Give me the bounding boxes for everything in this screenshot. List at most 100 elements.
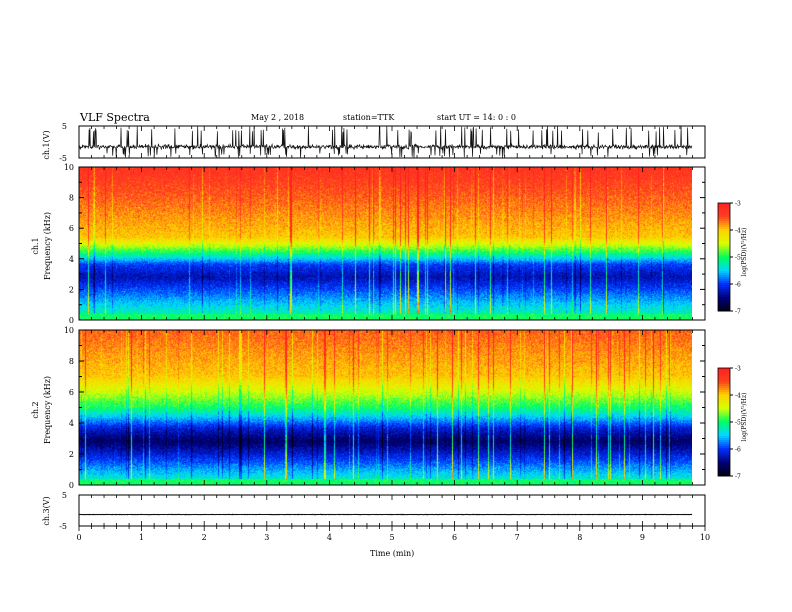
colorbar-cell-2-8 bbox=[718, 384, 730, 387]
colorbar-cell-1-47 bbox=[718, 297, 730, 300]
colorbar-cell-2-27 bbox=[718, 422, 730, 425]
ch1-spectrogram-ylabel: ch.1 Frequency (kHz) bbox=[30, 196, 54, 296]
colorbar-cell-1-27 bbox=[718, 257, 730, 260]
colorbar-cell-1-5 bbox=[718, 213, 730, 216]
colorbar-cell-2-36 bbox=[718, 440, 730, 443]
colorbar-cell-1-32 bbox=[718, 267, 730, 270]
colorbar-tick-label-1-2: -5 bbox=[735, 255, 741, 262]
xtick-label-5: 5 bbox=[389, 533, 394, 542]
colorbar-cell-2-19 bbox=[718, 406, 730, 409]
colorbar-cell-1-36 bbox=[718, 275, 730, 278]
colorbar-cell-2-9 bbox=[718, 386, 730, 389]
colorbar-cell-1-6 bbox=[718, 215, 730, 218]
colorbar-cell-1-12 bbox=[718, 227, 730, 230]
xtick-label-1: 1 bbox=[139, 533, 144, 542]
colorbar-cell-2-10 bbox=[718, 388, 730, 391]
ch1-ylabel-line1: ch.1 bbox=[31, 237, 40, 255]
ytick-label-2-5: 10 bbox=[64, 326, 74, 335]
xtick-label-2: 2 bbox=[202, 533, 207, 542]
colorbar-cell-1-22 bbox=[718, 247, 730, 250]
xtick-label-0: 0 bbox=[76, 533, 81, 542]
colorbar-cell-1-13 bbox=[718, 229, 730, 232]
colorbar-cell-2-11 bbox=[718, 390, 730, 393]
xtick-label-6: 6 bbox=[452, 533, 457, 542]
ch3-waveform-panel: 5 -5 bbox=[59, 491, 706, 531]
ch2-ylabel-line1: ch.2 bbox=[31, 401, 40, 419]
colorbar-cell-2-4 bbox=[718, 376, 730, 379]
colorbar-cell-2-41 bbox=[718, 450, 730, 453]
spectrogram-image-1 bbox=[79, 167, 692, 320]
colorbar-cell-1-4 bbox=[718, 211, 730, 214]
colorbar-cell-2-17 bbox=[718, 402, 730, 405]
colorbar-cell-1-40 bbox=[718, 283, 730, 286]
colorbar-cell-2-29 bbox=[718, 426, 730, 429]
colorbar-cell-2-38 bbox=[718, 444, 730, 447]
colorbar-cell-2-20 bbox=[718, 408, 730, 411]
colorbar-cell-1-3 bbox=[718, 209, 730, 212]
colorbar-cell-1-24 bbox=[718, 251, 730, 254]
colorbar-cell-1-8 bbox=[718, 219, 730, 222]
colorbar-cell-2-18 bbox=[718, 404, 730, 407]
colorbar-tick-label-1-4: -7 bbox=[735, 309, 741, 316]
colorbar-cell-1-34 bbox=[718, 271, 730, 274]
ch2-spectrogram-ylabel: ch.2 Frequency (kHz) bbox=[30, 360, 54, 460]
colorbar-cell-1-53 bbox=[718, 309, 730, 312]
colorbar-cell-2-15 bbox=[718, 398, 730, 401]
colorbar-cell-2-5 bbox=[718, 378, 730, 381]
xtick-label-9: 9 bbox=[640, 533, 645, 542]
colorbar-cell-2-49 bbox=[718, 466, 730, 469]
colorbar-cell-1-2 bbox=[718, 207, 730, 210]
colorbar-cell-2-52 bbox=[718, 472, 730, 475]
station-label: station=TTK bbox=[343, 113, 395, 122]
colorbar-cell-1-42 bbox=[718, 287, 730, 290]
colorbar-cell-1-19 bbox=[718, 241, 730, 244]
colorbar-cell-2-39 bbox=[718, 446, 730, 449]
waveform-trace-1 bbox=[78, 125, 693, 158]
colorbar-cell-2-45 bbox=[718, 458, 730, 461]
ytick-label-2-2: 4 bbox=[69, 419, 74, 428]
ch2-ylabel-line2: Frequency (kHz) bbox=[43, 375, 52, 445]
colorbar-cell-1-23 bbox=[718, 249, 730, 252]
ytick-label-2-1: 2 bbox=[69, 450, 74, 459]
colorbar-cell-1-49 bbox=[718, 301, 730, 304]
ch2-colorbar-label: log(PSD)(V²/Hz) bbox=[741, 392, 748, 442]
colorbar-cell-2-3 bbox=[718, 374, 730, 377]
colorbar-cell-1-7 bbox=[718, 217, 730, 220]
colorbar-cell-2-25 bbox=[718, 418, 730, 421]
colorbar-cell-1-11 bbox=[718, 225, 730, 228]
colorbar-tick-label-1-0: -3 bbox=[735, 201, 741, 208]
ch1-spectrogram-panel: 0 2 4 6 8 10 bbox=[64, 163, 706, 325]
colorbar-cell-1-48 bbox=[718, 299, 730, 302]
colorbar-cell-1-46 bbox=[718, 295, 730, 298]
colorbar-cell-1-39 bbox=[718, 281, 730, 284]
colorbar-cell-1-45 bbox=[718, 293, 730, 296]
xtick-label-3: 3 bbox=[264, 533, 269, 542]
ytick-label-2-3: 6 bbox=[69, 388, 74, 397]
waveform-ytick-label-1-1: -5 bbox=[59, 154, 67, 163]
ch1-ylabel: ch.1(V) bbox=[42, 130, 51, 160]
ytick-label-1-1: 2 bbox=[69, 285, 74, 294]
colorbar-cell-2-2 bbox=[718, 372, 730, 375]
waveform-ytick-label-3-1: -5 bbox=[59, 522, 67, 531]
colorbar-cell-1-20 bbox=[718, 243, 730, 246]
colorbar-cell-2-46 bbox=[718, 460, 730, 463]
colorbar-tick-label-2-2: -5 bbox=[735, 420, 741, 427]
start-time-label: start UT = 14: 0 : 0 bbox=[437, 113, 516, 122]
colorbar-cell-1-14 bbox=[718, 231, 730, 234]
colorbar-cell-1-35 bbox=[718, 273, 730, 276]
colorbar-cell-2-51 bbox=[718, 470, 730, 473]
colorbar-cell-1-9 bbox=[718, 221, 730, 224]
waveform-ytick-label-1-0: 5 bbox=[62, 122, 67, 131]
colorbar-tick-label-2-0: -3 bbox=[735, 366, 741, 373]
colorbar-cell-1-26 bbox=[718, 255, 730, 258]
colorbar-cell-2-34 bbox=[718, 436, 730, 439]
ytick-label-2-4: 8 bbox=[69, 357, 74, 366]
colorbar-cell-2-0 bbox=[718, 368, 730, 371]
colorbar-cell-1-16 bbox=[718, 235, 730, 238]
colorbar-cell-2-48 bbox=[718, 464, 730, 467]
colorbar-cell-2-22 bbox=[718, 412, 730, 415]
colorbar-cell-1-43 bbox=[718, 289, 730, 292]
colorbar-tick-label-2-1: -4 bbox=[735, 393, 741, 400]
colorbar-cell-1-15 bbox=[718, 233, 730, 236]
